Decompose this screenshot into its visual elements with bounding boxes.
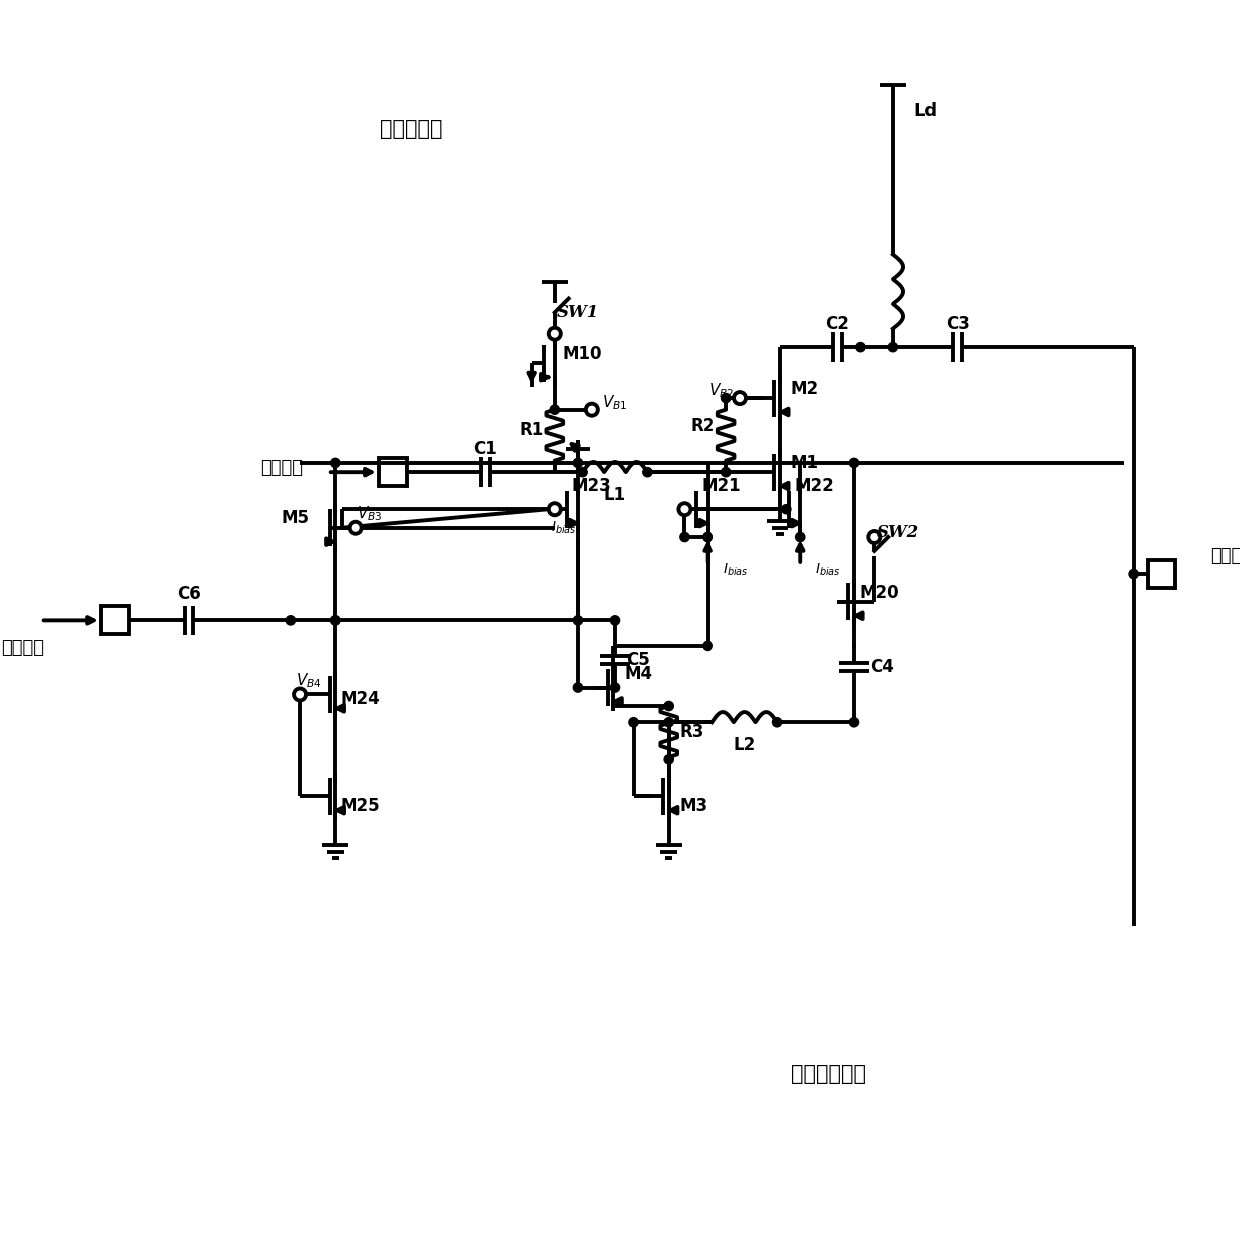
Circle shape [888,342,898,351]
Text: C4: C4 [869,658,894,676]
Circle shape [773,718,781,728]
Circle shape [573,459,583,468]
Text: L1: L1 [604,486,626,504]
Text: M5: M5 [281,510,310,528]
Text: C1: C1 [474,440,497,458]
Circle shape [868,531,880,542]
Circle shape [703,532,712,541]
Circle shape [665,718,673,728]
Circle shape [796,532,805,541]
Text: M4: M4 [624,665,652,682]
Text: C3: C3 [946,315,970,332]
Bar [378,459,407,486]
Text: SW1: SW1 [557,304,599,321]
Text: R1: R1 [520,421,544,440]
Text: $V_{B4}$: $V_{B4}$ [296,671,322,690]
Bar [100,606,129,634]
Circle shape [331,616,340,625]
Circle shape [610,682,620,692]
Text: 反向输出: 反向输出 [1,639,43,658]
Text: M24: M24 [341,690,381,708]
Text: C5: C5 [626,651,650,669]
Text: $I_{bias}$: $I_{bias}$ [551,520,577,536]
Circle shape [551,405,559,414]
Circle shape [585,404,598,416]
Text: SW2: SW2 [877,524,919,541]
Text: M1: M1 [791,454,818,472]
Text: 驱动放大器: 驱动放大器 [379,120,443,140]
Text: $V_{B3}$: $V_{B3}$ [357,505,382,524]
Circle shape [578,468,588,476]
Circle shape [294,689,306,700]
Text: $I_{bias}$: $I_{bias}$ [723,561,748,578]
Circle shape [722,394,730,402]
Text: C2: C2 [826,315,849,332]
Circle shape [1130,570,1138,579]
Circle shape [331,459,340,468]
Text: M2: M2 [791,380,818,398]
Text: M3: M3 [680,796,708,815]
Text: M20: M20 [859,584,899,601]
Circle shape [331,616,340,625]
Circle shape [665,701,673,711]
Text: 公共端: 公共端 [1210,546,1240,565]
Circle shape [849,718,858,728]
Circle shape [573,682,583,692]
Circle shape [703,532,712,541]
Text: 正向输入: 正向输入 [260,459,303,476]
Circle shape [680,532,689,541]
Circle shape [703,641,712,650]
Circle shape [849,459,858,468]
Text: R2: R2 [691,416,715,435]
Circle shape [629,718,639,728]
Circle shape [350,521,362,534]
Text: M22: M22 [795,478,835,495]
Circle shape [642,468,652,476]
Text: C6: C6 [177,585,201,604]
Text: M25: M25 [341,796,381,815]
Circle shape [665,755,673,764]
Circle shape [856,342,866,351]
Text: $V_{B2}$: $V_{B2}$ [709,381,734,400]
Text: Ld: Ld [913,102,937,120]
Circle shape [549,328,560,340]
Circle shape [549,504,560,515]
Text: M23: M23 [572,478,611,495]
Text: 低噪声放大器: 低噪声放大器 [791,1064,866,1084]
Text: $V_{B1}$: $V_{B1}$ [603,392,627,411]
Text: L2: L2 [734,736,756,755]
Circle shape [734,392,746,404]
Circle shape [573,616,583,625]
Circle shape [781,505,791,514]
Text: M21: M21 [702,478,742,495]
Circle shape [286,616,295,625]
Circle shape [610,616,620,625]
Text: R3: R3 [680,722,704,740]
Circle shape [722,468,730,476]
Text: $I_{bias}$: $I_{bias}$ [815,561,841,578]
Circle shape [678,504,691,515]
Text: M10: M10 [563,345,603,362]
Bar [1147,560,1176,588]
